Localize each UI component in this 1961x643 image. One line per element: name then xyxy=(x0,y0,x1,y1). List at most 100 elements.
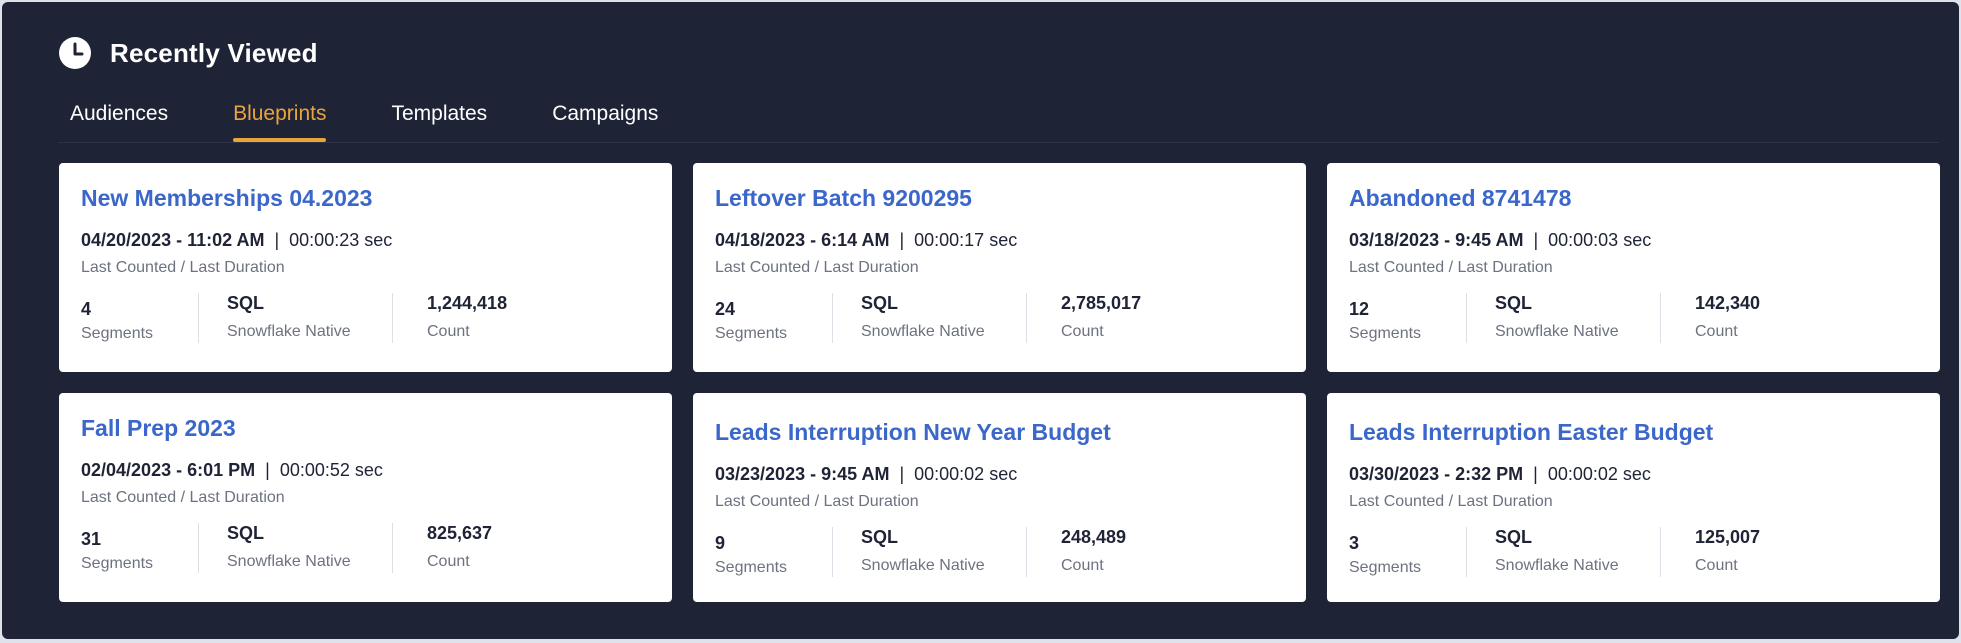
card-meta: 04/18/2023 - 6:14 AM | 00:00:17 sec xyxy=(715,230,1284,251)
count-stat: 142,340 Count xyxy=(1661,293,1760,343)
card-title[interactable]: Leftover Batch 9200295 xyxy=(715,185,972,211)
meta-separator: | xyxy=(899,464,905,484)
last-duration: 00:00:23 sec xyxy=(289,230,393,250)
segments-label: Segments xyxy=(81,555,154,572)
count-label: Count xyxy=(1061,557,1104,574)
count-value: 825,637 xyxy=(427,523,493,543)
card-meta: 03/23/2023 - 9:45 AM | 00:00:02 sec xyxy=(715,464,1284,485)
tab-campaigns[interactable]: Campaigns xyxy=(552,102,659,125)
card-meta: 03/30/2023 - 2:32 PM | 00:00:02 sec xyxy=(1349,464,1918,485)
card-stats: 3 Segments SQL Snowflake Native 125,007 … xyxy=(1349,527,1918,577)
type-stat: SQL Snowflake Native xyxy=(833,527,1027,577)
meta-caption: Last Counted / Last Duration xyxy=(715,259,919,276)
last-duration: 00:00:02 sec xyxy=(1547,464,1651,484)
segments-value: 24 xyxy=(715,299,736,319)
last-duration: 00:00:03 sec xyxy=(1548,230,1652,250)
count-stat: 125,007 Count xyxy=(1661,527,1760,577)
type-value: SQL xyxy=(227,523,265,543)
segments-label: Segments xyxy=(1349,559,1422,576)
blueprint-card[interactable]: Leftover Batch 9200295 04/18/2023 - 6:14… xyxy=(693,163,1306,372)
segments-stat: 4 Segments xyxy=(81,293,199,343)
meta-separator: | xyxy=(265,460,270,480)
meta-caption: Last Counted / Last Duration xyxy=(81,489,285,506)
segments-label: Segments xyxy=(81,325,154,342)
last-counted-date: 02/04/2023 - 6:01 PM xyxy=(81,460,256,480)
card-title[interactable]: Leads Interruption Easter Budget xyxy=(1349,419,1714,445)
meta-separator: | xyxy=(1533,464,1538,484)
blueprint-card[interactable]: Leads Interruption New Year Budget 03/23… xyxy=(693,393,1306,602)
engine-label: Snowflake Native xyxy=(1495,557,1619,574)
segments-stat: 31 Segments xyxy=(81,523,199,573)
count-label: Count xyxy=(1695,557,1738,574)
engine-label: Snowflake Native xyxy=(227,323,351,340)
segments-stat: 24 Segments xyxy=(715,293,833,343)
blueprint-card[interactable]: New Memberships 04.2023 04/20/2023 - 11:… xyxy=(59,163,672,372)
tab-bar: Audiences Blueprints Templates Campaigns xyxy=(58,98,1939,143)
engine-label: Snowflake Native xyxy=(1495,323,1619,340)
segments-value: 4 xyxy=(81,299,92,319)
engine-label: Snowflake Native xyxy=(861,323,985,340)
meta-separator: | xyxy=(274,230,280,250)
type-value: SQL xyxy=(1495,527,1533,547)
blueprint-card[interactable]: Fall Prep 2023 02/04/2023 - 6:01 PM | 00:0… xyxy=(59,393,672,602)
last-counted-date: 04/18/2023 - 6:14 AM xyxy=(715,230,890,250)
type-value: SQL xyxy=(861,527,899,547)
last-counted-date: 04/20/2023 - 11:02 AM xyxy=(81,230,265,250)
last-counted-date: 03/30/2023 - 2:32 PM xyxy=(1349,464,1524,484)
count-value: 248,489 xyxy=(1061,527,1127,547)
meta-caption: Last Counted / Last Duration xyxy=(1349,493,1553,510)
segments-label: Segments xyxy=(1349,325,1422,342)
type-stat: SQL Snowflake Native xyxy=(1467,293,1661,343)
segments-stat: 12 Segments xyxy=(1349,293,1467,343)
card-stats: 31 Segments SQL Snowflake Native 825,637… xyxy=(81,523,650,573)
card-meta: 04/20/2023 - 11:02 AM | 00:00:23 sec xyxy=(81,230,650,251)
engine-label: Snowflake Native xyxy=(227,553,351,570)
panel-header: Recently Viewed xyxy=(58,36,318,70)
page-title: Recently Viewed xyxy=(110,37,318,68)
type-stat: SQL Snowflake Native xyxy=(1467,527,1661,577)
count-value: 125,007 xyxy=(1695,527,1761,547)
clock-icon xyxy=(58,36,92,70)
type-value: SQL xyxy=(1495,293,1533,313)
count-label: Count xyxy=(427,553,470,570)
segments-label: Segments xyxy=(715,325,788,342)
card-stats: 9 Segments SQL Snowflake Native 248,489 … xyxy=(715,527,1284,577)
blueprint-card[interactable]: Abandoned 8741478 03/18/2023 - 9:45 AM | 0… xyxy=(1327,163,1940,372)
segments-value: 9 xyxy=(715,533,726,553)
card-stats: 24 Segments SQL Snowflake Native 2,785,0… xyxy=(715,293,1284,343)
blueprint-card[interactable]: Leads Interruption Easter Budget 03/30/2… xyxy=(1327,393,1940,602)
count-label: Count xyxy=(1061,323,1104,340)
card-title[interactable]: Leads Interruption New Year Budget xyxy=(715,419,1111,445)
segments-value: 12 xyxy=(1349,299,1370,319)
segments-value: 31 xyxy=(81,529,102,549)
card-stats: 12 Segments SQL Snowflake Native 142,340… xyxy=(1349,293,1918,343)
card-stats: 4 Segments SQL Snowflake Native 1,244,41… xyxy=(81,293,650,343)
tab-audiences[interactable]: Audiences xyxy=(70,102,169,125)
count-stat: 248,489 Count xyxy=(1027,527,1126,577)
meta-caption: Last Counted / Last Duration xyxy=(715,493,919,510)
segments-stat: 3 Segments xyxy=(1349,527,1467,577)
last-counted-date: 03/18/2023 - 9:45 AM xyxy=(1349,230,1524,250)
blueprint-card-grid: New Memberships 04.2023 04/20/2023 - 11:… xyxy=(59,163,1940,602)
type-stat: SQL Snowflake Native xyxy=(199,523,393,573)
meta-separator: | xyxy=(899,230,905,250)
meta-separator: | xyxy=(1533,230,1539,250)
count-label: Count xyxy=(1695,323,1738,340)
engine-label: Snowflake Native xyxy=(861,557,985,574)
segments-label: Segments xyxy=(715,559,788,576)
tab-templates[interactable]: Templates xyxy=(391,102,488,125)
last-counted-date: 03/23/2023 - 9:45 AM xyxy=(715,464,890,484)
count-value: 142,340 xyxy=(1695,293,1761,313)
card-title[interactable]: New Memberships 04.2023 xyxy=(81,185,373,211)
tab-blueprints[interactable]: Blueprints xyxy=(233,98,327,142)
type-stat: SQL Snowflake Native xyxy=(833,293,1027,343)
last-duration: 00:00:02 sec xyxy=(914,464,1018,484)
type-value: SQL xyxy=(227,293,265,313)
segments-stat: 9 Segments xyxy=(715,527,833,577)
card-meta: 02/04/2023 - 6:01 PM | 00:00:52 sec xyxy=(81,460,650,481)
card-title[interactable]: Fall Prep 2023 xyxy=(81,415,236,441)
count-stat: 825,637 Count xyxy=(393,523,492,573)
card-title[interactable]: Abandoned 8741478 xyxy=(1349,185,1572,211)
segments-value: 3 xyxy=(1349,533,1360,553)
